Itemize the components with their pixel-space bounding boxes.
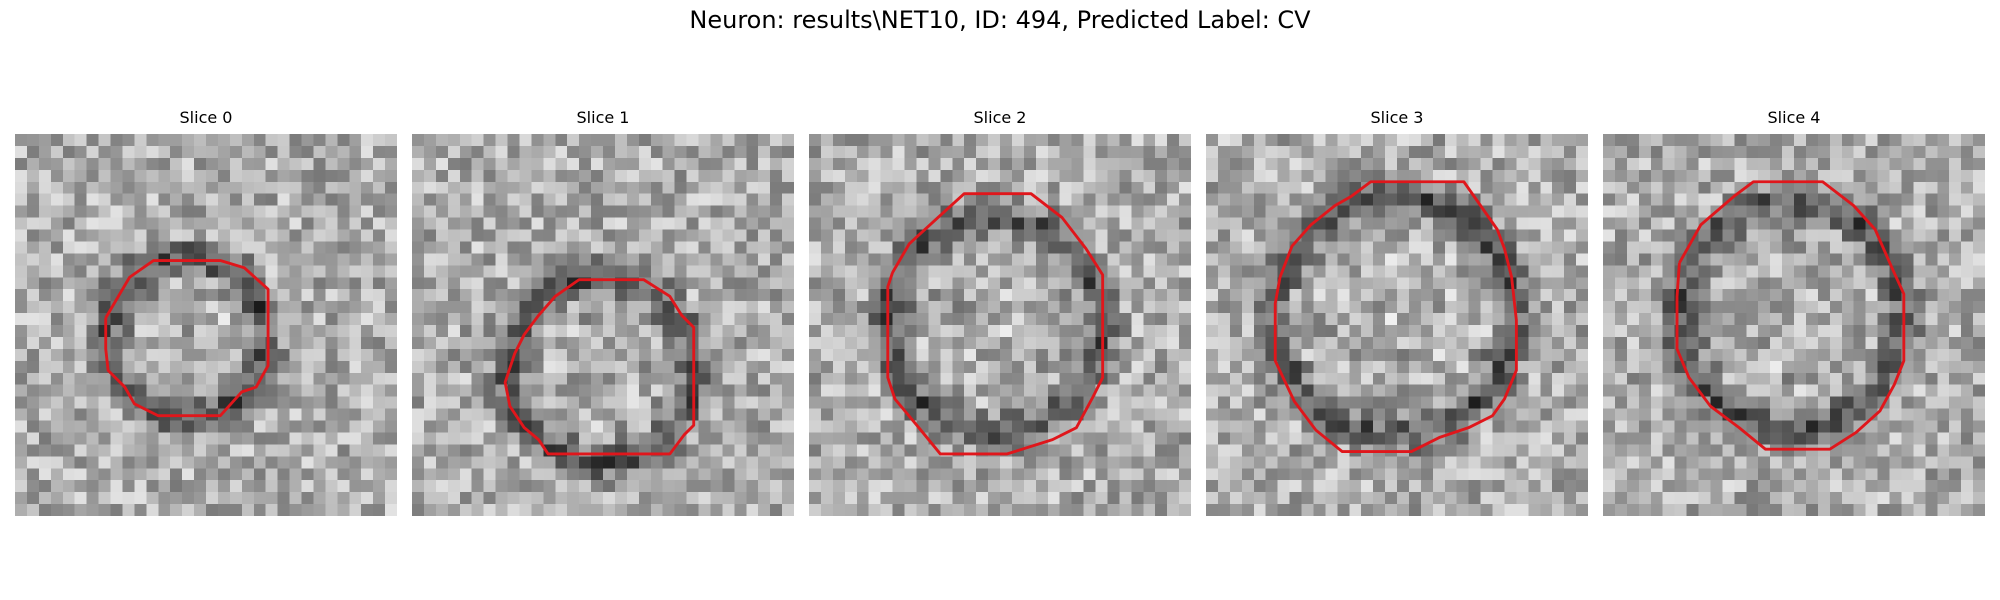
slice-title: Slice 1 bbox=[576, 108, 630, 127]
cell-contour bbox=[1675, 180, 1906, 451]
pixel-grid bbox=[1603, 134, 1985, 516]
pixel-grid bbox=[412, 134, 794, 516]
pixel-grid bbox=[809, 134, 1191, 516]
cell-contour bbox=[1273, 180, 1518, 453]
cell-contour bbox=[886, 192, 1105, 456]
slice-image bbox=[15, 134, 397, 516]
slice-title: Slice 3 bbox=[1370, 108, 1424, 127]
slice-image bbox=[1603, 134, 1985, 516]
slice-title: Slice 0 bbox=[179, 108, 233, 127]
pixel-grid bbox=[1206, 134, 1588, 516]
slice-image bbox=[412, 134, 794, 516]
cell-contour bbox=[503, 278, 696, 456]
slice-title: Slice 4 bbox=[1767, 108, 1821, 127]
figure-title: Neuron: results\NET10, ID: 494, Predicte… bbox=[689, 6, 1311, 34]
cell-contour bbox=[104, 259, 270, 418]
slice-image bbox=[809, 134, 1191, 516]
slice-title: Slice 2 bbox=[973, 108, 1027, 127]
pixel-grid bbox=[15, 134, 397, 516]
slice-image bbox=[1206, 134, 1588, 516]
